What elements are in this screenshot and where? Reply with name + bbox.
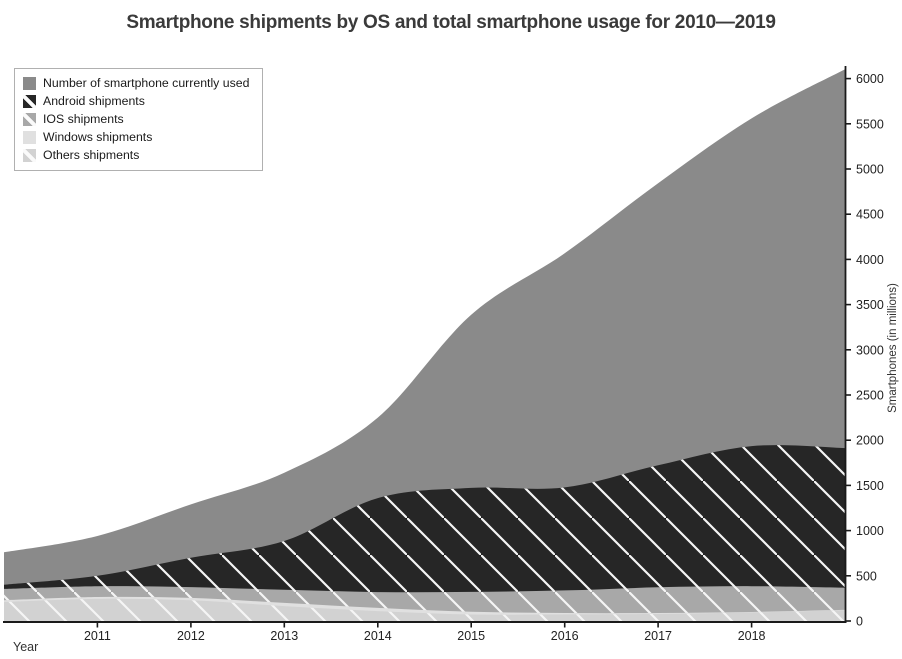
x-tick-label: 2012 [177, 629, 205, 643]
y-tick-label: 4500 [856, 208, 884, 222]
y-tick-label: 1500 [856, 479, 884, 493]
series-android-hatch [4, 445, 845, 621]
legend-swatch-ios-icon [23, 112, 36, 126]
chart-title: Smartphone shipments by OS and total sma… [126, 12, 776, 33]
x-tick-label: 2013 [270, 629, 298, 643]
x-tick-label: 2018 [738, 629, 766, 643]
x-tick-label: 2014 [364, 629, 392, 643]
y-tick-label: 1000 [856, 524, 884, 538]
legend: Number of smartphone currently used Andr… [14, 68, 264, 171]
x-axis-title: Year [13, 640, 38, 654]
y-tick-label: 500 [856, 569, 877, 583]
legend-item-usage: Number of smartphone currently used [23, 76, 249, 91]
y-tick-label: 4000 [856, 253, 884, 267]
y-tick-label: 3000 [856, 343, 884, 357]
y-tick-label: 6000 [856, 72, 884, 86]
legend-label-usage: Number of smartphone currently used [43, 76, 250, 91]
legend-swatch-usage-icon [23, 76, 36, 90]
x-tick-label: 2015 [457, 629, 485, 643]
y-tick-label: 0 [856, 615, 863, 629]
legend-item-windows: Windows shipments [23, 130, 249, 145]
y-tick-label: 5500 [856, 117, 884, 131]
x-tick-label: 2016 [551, 629, 579, 643]
legend-label-windows: Windows shipments [43, 130, 153, 145]
legend-swatch-windows-icon [23, 130, 36, 144]
x-tick-label: 2011 [84, 629, 111, 643]
legend-swatch-android-icon [23, 94, 36, 108]
y-tick-label: 2000 [856, 434, 884, 448]
y-tick-label: 5000 [856, 163, 884, 177]
legend-item-ios: IOS shipments [23, 112, 249, 127]
y-tick-label: 3500 [856, 298, 884, 312]
legend-label-others: Others shipments [43, 148, 140, 163]
x-tick-label: 2017 [644, 629, 672, 643]
y-axis-title: Smartphones (in millions) [887, 283, 899, 413]
y-tick-label: 2500 [856, 389, 884, 403]
legend-item-android: Android shipments [23, 94, 249, 109]
legend-label-ios: IOS shipments [43, 112, 124, 127]
legend-label-android: Android shipments [43, 94, 145, 109]
legend-item-others: Others shipments [23, 148, 249, 163]
legend-swatch-others-icon [23, 148, 36, 162]
series-others-hatch [4, 598, 845, 621]
